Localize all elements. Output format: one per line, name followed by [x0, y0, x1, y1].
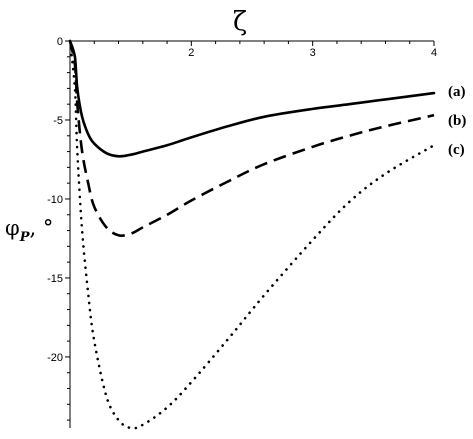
- y-tick-label: -10: [47, 194, 63, 206]
- series-line-1: [68, 40, 435, 237]
- axes: 2 3 4 0 -5 -10 -15 -20: [47, 36, 437, 428]
- series-layer: [68, 39, 436, 430]
- x-axis-title: ζ: [233, 7, 247, 37]
- y-axis-title: φP, °: [5, 216, 53, 245]
- y-tick-label: -5: [53, 115, 63, 127]
- y-tick-label: -15: [47, 273, 63, 285]
- y-tick-label: -20: [47, 352, 63, 364]
- x-tick-label: 2: [188, 47, 194, 59]
- x-tick-label: 3: [310, 47, 316, 59]
- labels-layer: ζ φP, ° (a) (b) (c): [5, 7, 466, 245]
- series-line-2: [68, 39, 436, 430]
- x-tick-label: 4: [431, 47, 437, 59]
- y-tick-label: 0: [57, 36, 63, 48]
- series-label-0: (a): [448, 84, 466, 100]
- series-label-2: (c): [448, 142, 465, 158]
- series-line-0: [68, 39, 436, 158]
- series-label-1: (b): [448, 113, 466, 129]
